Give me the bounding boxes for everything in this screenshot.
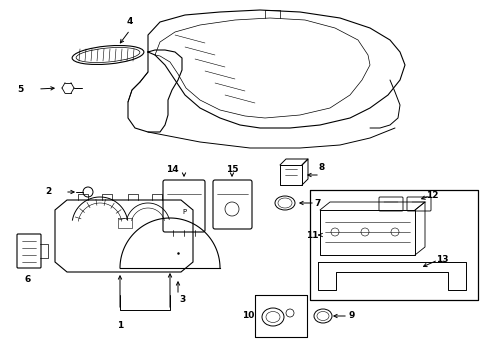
Text: 6: 6 xyxy=(25,275,31,284)
Text: 8: 8 xyxy=(318,163,325,172)
Text: 10: 10 xyxy=(242,311,254,320)
Text: 12: 12 xyxy=(425,192,437,201)
Text: 5: 5 xyxy=(17,85,23,94)
Text: P: P xyxy=(182,209,185,215)
Text: 7: 7 xyxy=(314,198,321,207)
Text: 2: 2 xyxy=(45,188,51,197)
Text: 3: 3 xyxy=(179,296,185,305)
Text: 1: 1 xyxy=(117,320,123,329)
Text: 4: 4 xyxy=(126,18,133,27)
Text: 11: 11 xyxy=(305,230,318,239)
Text: 9: 9 xyxy=(348,311,354,320)
Text: 13: 13 xyxy=(435,256,447,265)
Text: 14: 14 xyxy=(165,166,178,175)
Text: 15: 15 xyxy=(225,166,238,175)
